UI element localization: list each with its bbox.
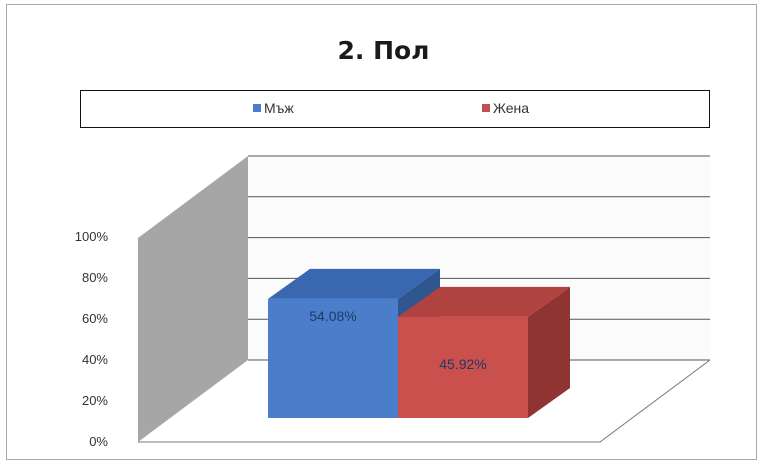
y-tick-label: 80% [82,270,108,285]
chart-bars [268,268,570,418]
y-tick-label: 60% [82,311,108,326]
legend-swatch-male [253,104,261,112]
side-wall [138,156,248,442]
bar-top-Мъж [268,268,440,299]
legend-item-male: Мъж [253,100,294,116]
data-label-Мъж: 54.08% [309,308,356,324]
y-axis-ticks: 0% 20% 40% 60% 80% 100% [75,229,109,449]
legend-swatch-female [482,104,490,112]
y-tick-label: 100% [75,229,109,244]
y-tick-label: 0% [89,434,108,449]
y-tick-label: 40% [82,352,108,367]
chart-title: 2. Пол [337,36,430,65]
legend-label-female: Жена [493,100,530,116]
legend-item-female: Жена [482,100,529,116]
data-labels: 54.08% 45.92% [309,308,486,372]
floor-edge [138,359,711,443]
bar-top-Жена [398,286,570,317]
bar-Жена [398,316,528,418]
y-tick-label: 20% [82,393,108,408]
legend: Мъж Жена [80,90,710,128]
legend-label-male: Мъж [264,100,294,116]
bar-side-Жена [528,286,570,418]
data-label-Жена: 45.92% [439,356,486,372]
bar-Мъж [268,298,398,418]
